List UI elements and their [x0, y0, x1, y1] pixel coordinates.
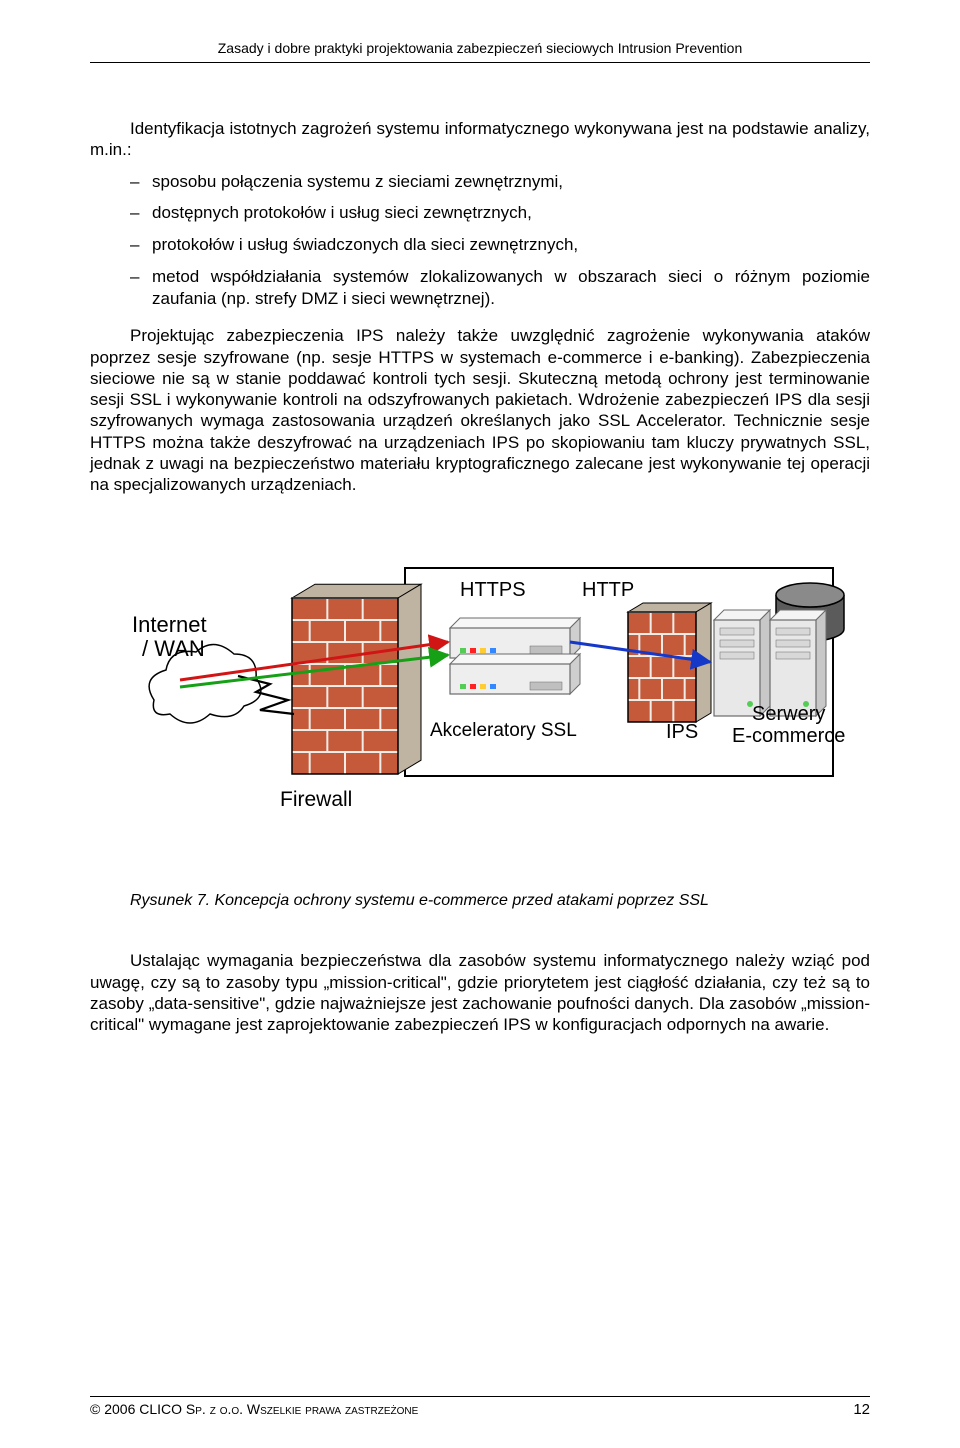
list-item: metod współdziałania systemów zlokalizow… — [90, 266, 870, 310]
page-footer: © 2006 CLICO Sp. z o.o. Wszelkie prawa z… — [90, 1396, 870, 1418]
footer-copyright: © 2006 CLICO Sp. z o.o. Wszelkie prawa z… — [90, 1401, 418, 1418]
figure-7: Internet/ WAN HTTPS HTTP Akceleratory SSL IP… — [90, 550, 870, 870]
svg-text:/ WAN: / WAN — [142, 636, 205, 661]
page-header: Zasady i dobre praktyki projektowania za… — [90, 40, 870, 63]
header-title: Zasady i dobre praktyki projektowania za… — [218, 40, 743, 56]
paragraph-2: Projektując zabezpieczenia IPS należy ta… — [90, 325, 870, 495]
svg-text:Serwery: Serwery — [752, 703, 825, 725]
paragraph-1: Identyfikacja istotnych zagrożeń systemu… — [90, 118, 870, 161]
footer-page-number: 12 — [853, 1401, 870, 1418]
svg-text:Akceleratory SSL: Akceleratory SSL — [430, 720, 577, 741]
list-item: dostępnych protokołów i usług sieci zewn… — [90, 202, 870, 224]
bullet-list: sposobu połączenia systemu z sieciami ze… — [90, 171, 870, 310]
list-item: protokołów i usług świadczonych dla siec… — [90, 234, 870, 256]
paragraph-3: Ustalając wymagania bezpieczeństwa dla z… — [90, 950, 870, 1035]
svg-text:Internet: Internet — [132, 612, 207, 637]
svg-text:HTTP: HTTP — [582, 579, 634, 601]
svg-text:HTTPS: HTTPS — [460, 579, 526, 601]
figure-caption: Rysunek 7. Koncepcja ochrony systemu e-c… — [130, 892, 870, 910]
svg-text:E-commerce: E-commerce — [732, 725, 845, 747]
svg-text:IPS: IPS — [666, 721, 698, 743]
svg-text:Firewall: Firewall — [280, 788, 352, 811]
list-item: sposobu połączenia systemu z sieciami ze… — [90, 171, 870, 193]
